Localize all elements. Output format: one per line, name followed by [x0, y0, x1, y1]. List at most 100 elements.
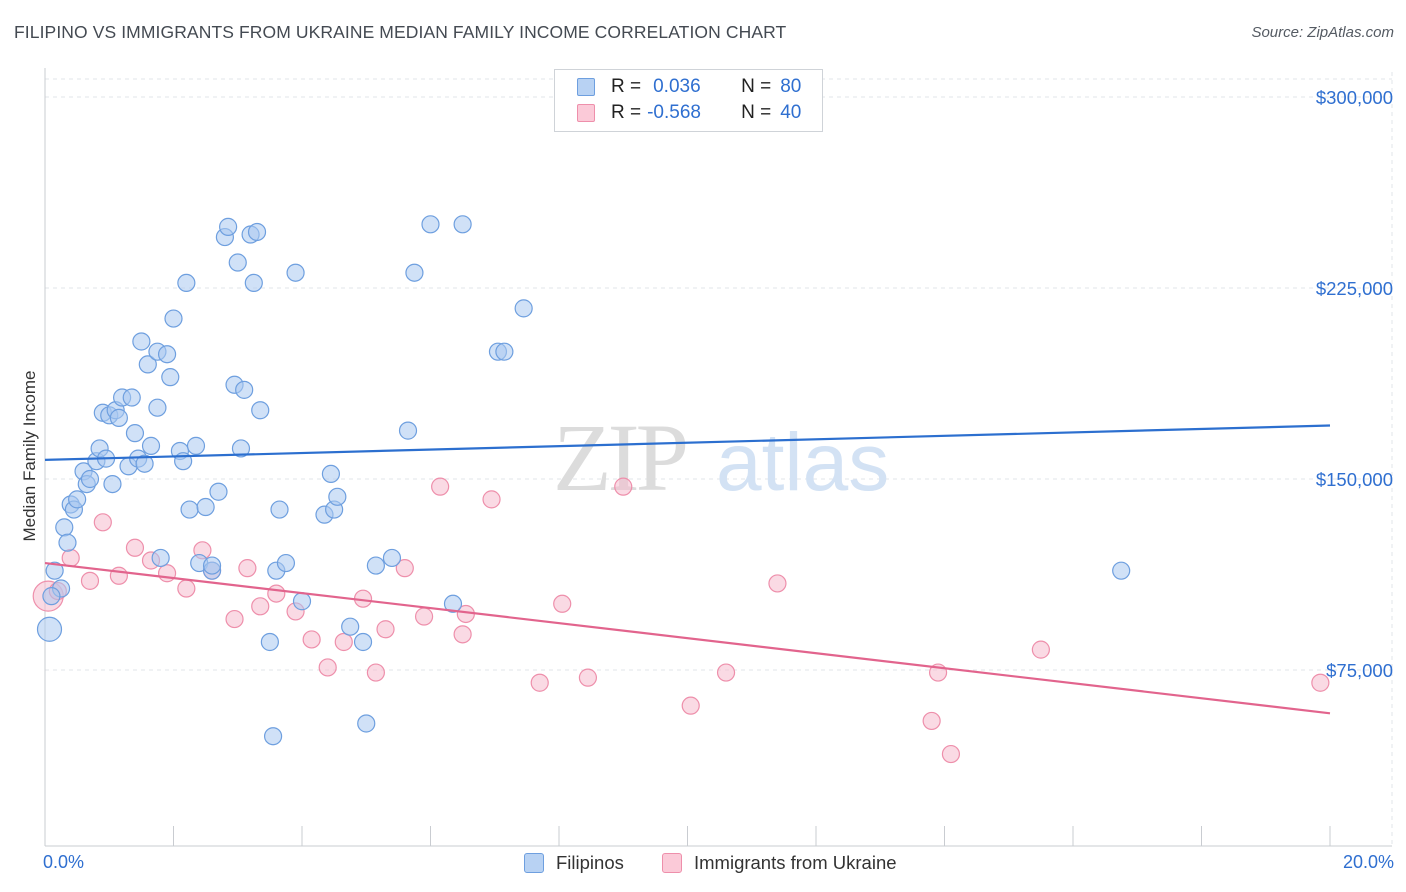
filipino-point [495, 342, 514, 361]
legend-item-filipinos: Filipinos [524, 852, 624, 874]
filipino-point [132, 332, 151, 351]
filipino-point [357, 714, 376, 733]
legend-label-ukraine: Immigrants from Ukraine [694, 852, 897, 873]
correlation-legend: R = 0.036 N = 80 R = -0.568 N = 40 [554, 69, 823, 132]
ukraine-point [125, 538, 145, 557]
filipino-point [231, 439, 251, 458]
filipino-point [321, 464, 341, 484]
filipino-point [286, 263, 305, 282]
filipino-point [164, 309, 183, 328]
ukraine-point [414, 607, 434, 626]
ukraine-point [61, 548, 80, 568]
ukraine-point [109, 566, 128, 585]
filipino-point [1112, 561, 1131, 580]
x-tick-label-min: 0.0% [43, 852, 85, 872]
ukraine-point [93, 513, 112, 532]
filipino-point [202, 556, 222, 575]
filipino-point [148, 398, 167, 417]
filipinos-trend-line [44, 424, 1331, 461]
filipino-point [235, 380, 254, 399]
filipino-point [421, 215, 440, 234]
legend-row-filipinos: R = 0.036 N = 80 [577, 75, 801, 99]
filipino-point [209, 482, 228, 501]
r-value: 0.036 [653, 76, 701, 97]
filipino-point [109, 408, 128, 427]
n-label: N = [741, 76, 772, 97]
filipino-point [80, 469, 100, 489]
filipino-point [228, 253, 247, 272]
filipino-point [151, 548, 170, 568]
filipino-point [125, 424, 145, 443]
filipino-point [186, 436, 206, 455]
filipino-point [157, 345, 177, 364]
y-tick-label: $225,000 [1316, 278, 1393, 299]
ukraine-point [681, 696, 700, 715]
watermark-zip: ZIP [553, 404, 686, 511]
filipino-point [141, 436, 161, 455]
filipino-point [382, 548, 402, 568]
filipino-point [196, 497, 215, 517]
ukraine-point [376, 620, 395, 639]
filipino-point [341, 617, 360, 636]
trend-lines [44, 424, 1331, 715]
ukraine-point [922, 711, 941, 731]
filipino-point [68, 490, 87, 509]
filipino-point [219, 217, 238, 236]
filipino-point [292, 592, 312, 611]
ukraine-point [318, 658, 337, 677]
ukraine-point [716, 663, 736, 682]
filipino-point [366, 556, 385, 575]
ukraine-point [578, 668, 598, 687]
filipino-points [36, 215, 1131, 746]
y-tick-label: $75,000 [1326, 660, 1393, 681]
watermark-atlas: atlas [716, 417, 889, 508]
r-label: R = [611, 102, 642, 123]
filipino-point [244, 273, 263, 293]
ukraine-point [225, 609, 244, 629]
y-tick-label: $150,000 [1316, 469, 1393, 490]
axes [44, 68, 1392, 847]
y-tick-labels: $75,000 $150,000 $225,000 $300,000 [1316, 87, 1393, 681]
filipino-point [58, 533, 77, 552]
filipino-point [161, 368, 180, 387]
ukraine-point [614, 477, 633, 496]
ukraine-point [80, 571, 100, 590]
filipino-point [135, 454, 154, 473]
ukraine-point [302, 630, 321, 649]
filipino-point [251, 401, 270, 420]
filipino-point [103, 474, 122, 494]
ukraine-point [482, 490, 501, 509]
legend-item-ukraine: Immigrants from Ukraine [662, 852, 897, 874]
ukraine-point [768, 574, 787, 593]
ukraine-points [32, 477, 1330, 764]
filipino-point [55, 518, 74, 537]
filipino-point [263, 727, 283, 746]
filipino-point [353, 632, 373, 652]
filipino-point [276, 553, 296, 573]
filipino-point [443, 594, 463, 613]
filipino-point [138, 355, 157, 374]
ukraine-point [395, 559, 414, 578]
n-value: 40 [780, 102, 802, 123]
filipino-point [405, 263, 424, 282]
filipino-point [260, 632, 279, 652]
ukraine-point [941, 744, 961, 764]
chart-title: FILIPINO VS IMMIGRANTS FROM UKRAINE MEDI… [14, 22, 787, 42]
filipino-point [42, 587, 61, 606]
ukraine-point [157, 564, 177, 583]
n-value: 80 [780, 76, 802, 97]
filipino-point [180, 500, 199, 519]
ukraine-point [251, 597, 270, 616]
r-label: R = [611, 76, 642, 97]
ukraine-trend-line [44, 561, 1331, 715]
x-tick-label-max: 20.0% [1342, 852, 1394, 872]
y-tick-label: $300,000 [1316, 87, 1393, 108]
filipino-point [453, 215, 472, 234]
filipinos-swatch [577, 78, 595, 96]
ukraine-legend-swatch [662, 853, 682, 873]
filipino-point [398, 421, 418, 440]
ukraine-point [177, 579, 196, 598]
n-label: N = [741, 102, 772, 123]
legend-label-filipinos: Filipinos [556, 852, 624, 873]
